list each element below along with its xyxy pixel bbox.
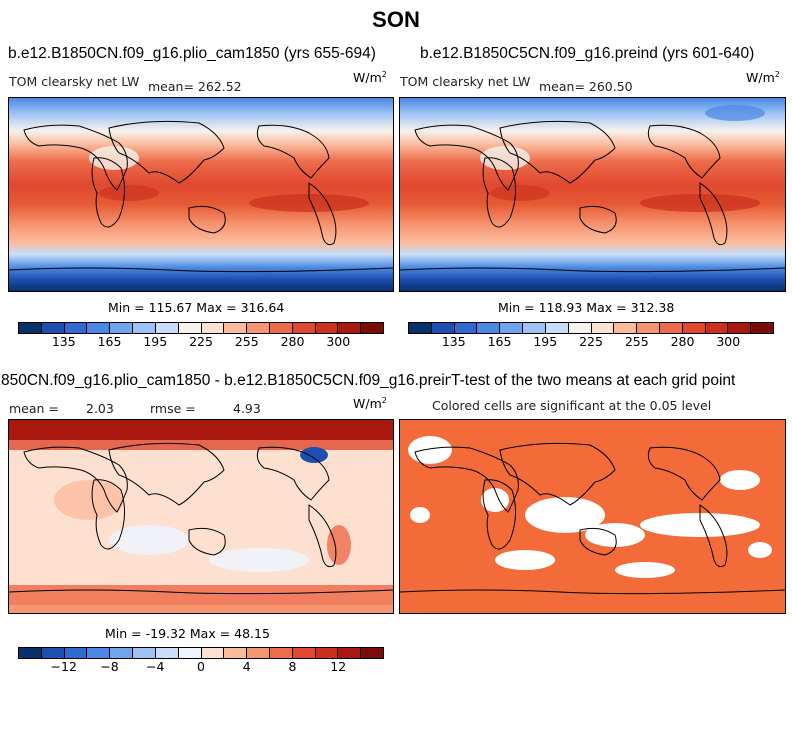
- colorbar-tick-label: 135: [441, 334, 466, 349]
- season-title: SON: [372, 7, 420, 32]
- colorbar-swatch: [682, 323, 706, 333]
- colorbar-swatch: [591, 323, 615, 333]
- map-difference: [8, 419, 394, 614]
- colorbar-tick-label: −12: [50, 659, 77, 674]
- colorbar-tick-label: 280: [280, 334, 305, 349]
- colorbar-tick-label: 225: [189, 334, 213, 349]
- colorbar-swatch: [41, 323, 65, 333]
- colorbar-tick-label: 0: [197, 659, 205, 674]
- variable-label-top-right: TOM clearsky net LW: [400, 74, 531, 89]
- min-max-top-left: Min = 115.67 Max = 316.64: [108, 300, 285, 315]
- colorbar-swatch: [315, 648, 339, 658]
- colorbar-swatch: [87, 648, 111, 658]
- colorbar-swatch: [87, 323, 111, 333]
- map-ttest-significance: [399, 419, 786, 614]
- min-max-bottom-left: Min = -19.32 Max = 48.15: [105, 626, 270, 641]
- mean-label-bottom-left: mean =: [9, 401, 59, 416]
- colorbar-bottom-left: [18, 647, 384, 659]
- colorbar-swatch: [64, 648, 88, 658]
- units-bottom-left: W/m2: [353, 396, 387, 412]
- colorbar-tick-label: 300: [326, 334, 351, 349]
- colorbar-swatch: [64, 323, 88, 333]
- colorbar-swatch: [523, 323, 546, 333]
- colorbar-tick-label: −8: [100, 659, 119, 674]
- colorbar-swatch: [568, 323, 592, 333]
- colorbar-swatch: [41, 648, 65, 658]
- panel-subtitle-bottom-right: Colored cells are significant at the 0.0…: [432, 398, 712, 413]
- variable-label-top-left: TOM clearsky net LW: [9, 74, 140, 89]
- colorbar-tick-label: 225: [579, 334, 603, 349]
- colorbar-top-right: [408, 322, 774, 334]
- colorbar-swatch: [201, 323, 225, 333]
- colorbar-tick-label: 195: [143, 334, 168, 349]
- colorbar-swatch: [178, 648, 202, 658]
- map-preind-clearsky-lw: [399, 97, 786, 292]
- colorbar-swatch: [409, 323, 432, 333]
- rmse-value-bottom-left: 4.93: [233, 401, 261, 416]
- mean-label-top-right: mean= 260.50: [539, 79, 633, 94]
- colorbar-swatch: [224, 648, 248, 658]
- panel-title-bottom-left: b.e12.B1850CN.f09_g16.plio_cam1850 - b.e…: [0, 372, 462, 389]
- colorbar-swatch: [315, 323, 339, 333]
- colorbar-swatch: [110, 648, 134, 658]
- units-top-left: W/m2: [353, 70, 387, 86]
- colorbar-swatch: [338, 648, 362, 658]
- colorbar-tick-label: 280: [670, 334, 695, 349]
- panel-title-top-left: b.e12.B1850CN.f09_g16.plio_cam1850 (yrs …: [8, 45, 376, 62]
- colorbar-swatch: [477, 323, 501, 333]
- colorbar-swatch: [361, 323, 383, 333]
- colorbar-swatch: [454, 323, 478, 333]
- colorbar-tick-label: 165: [97, 334, 122, 349]
- colorbar-swatch: [338, 323, 362, 333]
- colorbar-tick-label: 135: [51, 334, 76, 349]
- colorbar-swatch: [637, 323, 660, 333]
- colorbar-swatch: [19, 648, 42, 658]
- colorbar-top-left: [18, 322, 384, 334]
- colorbar-tick-label: 255: [624, 334, 649, 349]
- colorbar-swatch: [178, 323, 202, 333]
- colorbar-swatch: [431, 323, 455, 333]
- colorbar-tick-label: 12: [330, 659, 347, 674]
- mean-label-top-left: mean= 262.52: [148, 79, 242, 94]
- colorbar-tick-label: −4: [146, 659, 165, 674]
- colorbar-swatch: [133, 323, 156, 333]
- colorbar-swatch: [247, 648, 270, 658]
- colorbar-tick-label: 255: [234, 334, 259, 349]
- map-plio-clearsky-lw: [8, 97, 394, 292]
- panel-title-bottom-right: T-test of the two means at each grid poi…: [451, 372, 736, 390]
- colorbar-swatch: [155, 323, 179, 333]
- colorbar-swatch: [292, 648, 316, 658]
- colorbar-swatch: [614, 323, 638, 333]
- colorbar-swatch: [751, 323, 773, 333]
- colorbar-swatch: [224, 323, 248, 333]
- panel-title-bottom-left-clip: b.e12.B1850CN.f09_g16.plio_cam1850 - b.e…: [0, 372, 462, 392]
- colorbar-tick-label: 300: [716, 334, 741, 349]
- colorbar-swatch: [269, 323, 293, 333]
- colorbar-swatch: [247, 323, 270, 333]
- colorbar-swatch: [361, 648, 383, 658]
- colorbar-swatch: [545, 323, 569, 333]
- colorbar-tick-label: 195: [533, 334, 558, 349]
- panel-title-top-right: b.e12.B1850C5CN.f09_g16.preind (yrs 601-…: [420, 45, 755, 62]
- colorbar-swatch: [728, 323, 752, 333]
- colorbar-swatch: [155, 648, 179, 658]
- colorbar-tick-label: 165: [487, 334, 512, 349]
- min-max-top-right: Min = 118.93 Max = 312.38: [498, 300, 675, 315]
- colorbar-swatch: [705, 323, 729, 333]
- colorbar-swatch: [269, 648, 293, 658]
- colorbar-tick-label: 4: [242, 659, 251, 674]
- mean-value-bottom-left: 2.03: [86, 401, 114, 416]
- colorbar-tick-label: 8: [288, 659, 297, 674]
- colorbar-swatch: [133, 648, 156, 658]
- rmse-label-bottom-left: rmse =: [150, 401, 196, 416]
- colorbar-swatch: [659, 323, 683, 333]
- colorbar-swatch: [500, 323, 524, 333]
- units-top-right: W/m2: [746, 70, 780, 86]
- colorbar-swatch: [19, 323, 42, 333]
- colorbar-swatch: [292, 323, 316, 333]
- colorbar-swatch: [201, 648, 225, 658]
- colorbar-swatch: [110, 323, 134, 333]
